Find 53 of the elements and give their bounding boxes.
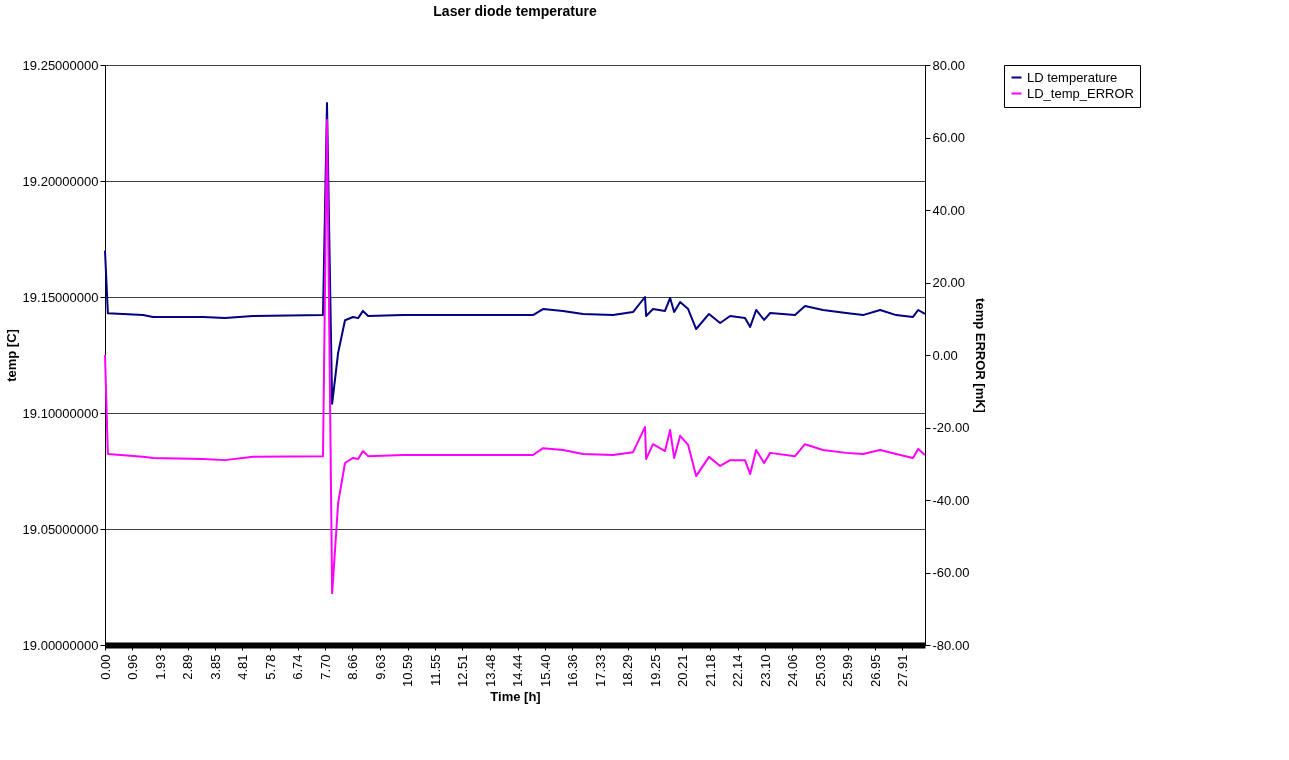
x-tick-label: 5.78 (262, 654, 278, 680)
y2-tick-label: 40.00 (932, 202, 966, 218)
line-series (104, 119, 926, 595)
x-tick-label: 0.00 (97, 654, 113, 680)
y2-tick-label: 60.00 (932, 130, 966, 145)
y2-axis-title: temp ERROR [mK] (973, 298, 989, 413)
y2-tick-label: -60.00 (932, 565, 970, 580)
y-axis-title: temp [C] (3, 329, 19, 382)
x-tick-label: 11.55 (427, 654, 443, 687)
legend-label: LD temperature (1027, 69, 1118, 85)
x-tick-label: 22.14 (730, 654, 746, 688)
x-tick-label: 9.63 (372, 654, 388, 680)
x-tick-label: 8.66 (344, 654, 360, 680)
y2-tick-label: -20.00 (932, 420, 970, 435)
line-series (104, 102, 926, 405)
x-tick-label: 1.93 (152, 654, 168, 680)
x-tick-label: 16.36 (564, 654, 580, 688)
x-tick-label: 7.70 (317, 654, 333, 680)
x-tick-label: 2.89 (180, 654, 196, 680)
y-tick-label: 19.10000000 (22, 405, 99, 421)
x-tick-label: 25.03 (812, 654, 828, 688)
y2-tick-label: 20.00 (932, 275, 966, 290)
x-tick-label: 12.51 (454, 654, 470, 688)
x-tick-label: 24.06 (784, 654, 800, 688)
y-tick-label: 19.00000000 (22, 637, 99, 653)
x-tick-label: 17.33 (592, 654, 608, 688)
x-tick-label: 25.99 (840, 654, 856, 688)
y2-tick-label: -80.00 (932, 637, 970, 653)
y-tick-label: 19.25000000 (22, 57, 99, 73)
x-tick-label: 27.91 (894, 654, 910, 688)
x-tick-label: 20.21 (674, 654, 690, 688)
y2-tick-label: -40.00 (932, 492, 970, 508)
x-tick-label: 10.59 (400, 654, 416, 688)
x-tick-label: 23.10 (757, 654, 773, 688)
x-tick-label: 15.40 (537, 654, 553, 688)
y-tick-label: 19.15000000 (22, 289, 99, 305)
y-tick-label: 19.05000000 (22, 521, 99, 537)
x-tick-label: 19.25 (647, 654, 663, 688)
y-tick-label: 19.20000000 (22, 173, 99, 189)
y2-tick-label: 80.00 (932, 57, 966, 73)
x-tick-label: 4.81 (234, 654, 250, 680)
legend-label: LD_temp_ERROR (1027, 85, 1134, 101)
x-tick-label: 18.29 (620, 654, 636, 688)
y2-tick-label: 0.00 (932, 347, 958, 363)
x-axis-title: Time [h] (490, 689, 541, 705)
x-tick-label: 6.74 (290, 654, 306, 680)
x-tick-label: 14.44 (510, 654, 526, 688)
x-tick-label: 13.48 (482, 654, 498, 688)
x-tick-label: 26.95 (867, 654, 883, 688)
chart-title: Laser diode temperature (433, 3, 597, 19)
x-tick-label: 3.85 (207, 654, 223, 680)
x-tick-label: 21.18 (702, 654, 718, 688)
x-tick-label: 0.96 (124, 654, 140, 680)
